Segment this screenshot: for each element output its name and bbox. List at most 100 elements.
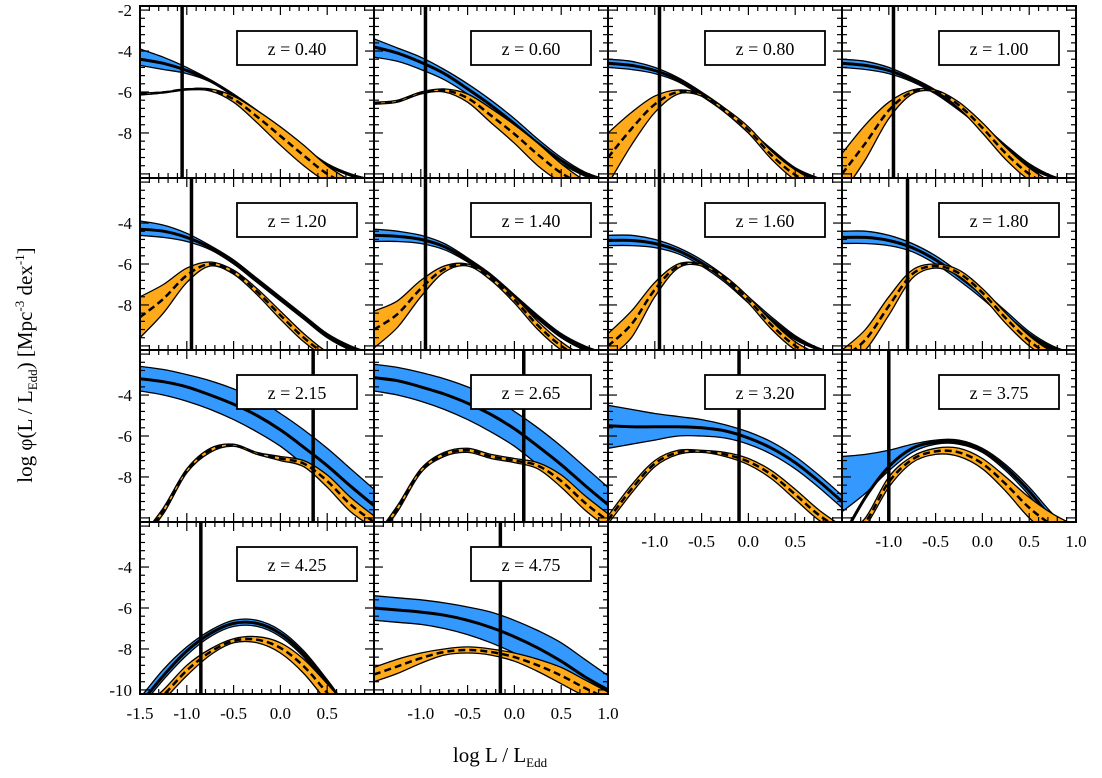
x-tick-label: 0.5 bbox=[551, 704, 572, 723]
panel-4: z = 1.00 bbox=[841, 5, 1077, 179]
panel-13: z = 4.25 bbox=[139, 521, 375, 695]
redshift-label: z = 2.15 bbox=[268, 383, 327, 403]
y-tick-label: -6 bbox=[118, 599, 132, 618]
x-axis-title: log L / LEdd bbox=[453, 743, 548, 770]
tick-labels: -2 -4 -6 -8 -4 -6 -8 -4 -6 -8 -4 -6 -8 -10 -1.5 -1.0 -0.… bbox=[109, 1, 1086, 723]
panel-8: z = 1.80 bbox=[841, 177, 1077, 351]
redshift-label: z = 3.75 bbox=[970, 383, 1029, 403]
y-tick-label: -4 bbox=[118, 214, 133, 233]
redshift-label-box bbox=[704, 374, 826, 410]
panel-2: z = 0.60 bbox=[373, 5, 609, 179]
y-tick-label: -4 bbox=[118, 42, 133, 61]
y-tick-label: -6 bbox=[118, 255, 132, 274]
redshift-label-box bbox=[236, 374, 358, 410]
redshift-label: z = 1.00 bbox=[970, 39, 1029, 59]
panel-plot-area bbox=[374, 178, 598, 350]
panel-11: z = 3.20 bbox=[607, 349, 843, 523]
x-tick-label: 0.0 bbox=[504, 704, 525, 723]
redshift-label: z = 1.20 bbox=[268, 211, 327, 231]
component-best-fit-line bbox=[374, 263, 570, 350]
component-best-fit-line bbox=[608, 90, 803, 178]
x-tick-label: -1.0 bbox=[407, 704, 434, 723]
redshift-label-box bbox=[470, 546, 592, 582]
panel-frame bbox=[373, 521, 609, 695]
x-tick-label: 0.0 bbox=[972, 532, 993, 551]
component-best-fit-line bbox=[851, 264, 1045, 350]
total-uncertainty-band bbox=[374, 363, 608, 522]
y-tick-label: -10 bbox=[109, 681, 132, 700]
redshift-label-box bbox=[704, 30, 826, 66]
component-best-fit-line bbox=[386, 449, 608, 522]
x-tick-label: 0.5 bbox=[785, 532, 806, 551]
total-best-fit-line bbox=[374, 376, 608, 506]
panel-plot-area bbox=[842, 6, 1062, 178]
total-best-fit-line bbox=[374, 606, 608, 692]
panel-plot-area bbox=[608, 6, 821, 178]
panel-12: z = 3.75 bbox=[841, 349, 1077, 523]
redshift-label-box bbox=[938, 374, 1060, 410]
redshift-label-box bbox=[938, 202, 1060, 238]
x-tick-label: 0.0 bbox=[270, 704, 291, 723]
total-best-fit-line bbox=[608, 424, 842, 503]
component-best-fit-line bbox=[863, 449, 1050, 522]
x-tick-label: -0.5 bbox=[922, 532, 949, 551]
total-best-fit-line bbox=[374, 45, 601, 178]
panel-6: z = 1.40 bbox=[373, 177, 609, 351]
panel-grid: z = 0.40 z = 0.60 z = 0.80 z = 1.00 z = 1.20… bbox=[139, 5, 1077, 695]
panel-7: z = 1.60 bbox=[607, 177, 843, 351]
redshift-label: z = 4.75 bbox=[502, 555, 561, 575]
redshift-label: z = 0.40 bbox=[268, 39, 327, 59]
redshift-label: z = 0.80 bbox=[736, 39, 795, 59]
component-best-fit-line bbox=[374, 648, 601, 694]
component-best-fit-line bbox=[842, 88, 1038, 178]
panel-plot-area bbox=[374, 350, 608, 522]
y-tick-label: -8 bbox=[118, 468, 132, 487]
component-uncertainty-band bbox=[158, 635, 337, 694]
x-tick-label: -1.0 bbox=[875, 532, 902, 551]
redshift-label: z = 1.40 bbox=[502, 211, 561, 231]
panel-5: z = 1.20 bbox=[139, 177, 375, 351]
redshift-label-box bbox=[938, 30, 1060, 66]
x-tick-label: 0.5 bbox=[1019, 532, 1040, 551]
x-tick-label: -1.0 bbox=[641, 532, 668, 551]
component-uncertainty-band bbox=[374, 646, 608, 694]
x-tick-label: 0.0 bbox=[738, 532, 759, 551]
x-tick-label: -0.5 bbox=[220, 704, 247, 723]
panel-plot-area bbox=[140, 350, 374, 522]
redshift-label: z = 2.65 bbox=[502, 383, 561, 403]
y-tick-label: -8 bbox=[118, 640, 132, 659]
panel-plot-area bbox=[842, 350, 1070, 522]
redshift-label: z = 1.60 bbox=[736, 211, 795, 231]
redshift-label-box bbox=[236, 546, 358, 582]
redshift-label-box bbox=[470, 202, 592, 238]
total-uncertainty-band bbox=[842, 58, 1062, 178]
redshift-label-box bbox=[704, 202, 826, 238]
component-best-fit-line bbox=[140, 262, 322, 350]
total-uncertainty-band bbox=[842, 230, 1066, 350]
panel-plot-area bbox=[374, 6, 604, 178]
x-tick-label: 1.0 bbox=[597, 704, 618, 723]
redshift-label-box bbox=[470, 30, 592, 66]
x-tick-label: -0.5 bbox=[454, 704, 481, 723]
redshift-label: z = 4.25 bbox=[268, 555, 327, 575]
total-best-fit-line bbox=[849, 439, 1059, 522]
panel-plot-area bbox=[608, 350, 842, 522]
component-best-fit-line bbox=[608, 262, 805, 350]
x-tick-label: -0.5 bbox=[688, 532, 715, 551]
panel-3: z = 0.80 bbox=[607, 5, 843, 179]
total-best-fit-line bbox=[140, 377, 374, 507]
x-tick-label: 1.0 bbox=[1065, 532, 1086, 551]
total-best-fit-line bbox=[842, 235, 1063, 350]
component-uncertainty-band bbox=[608, 448, 838, 522]
y-tick-label: -8 bbox=[118, 124, 132, 143]
component-uncertainty-band bbox=[140, 87, 348, 178]
redshift-label-box bbox=[236, 30, 358, 66]
y-tick-label: -4 bbox=[118, 558, 133, 577]
panel-plot-area bbox=[140, 6, 369, 178]
total-uncertainty-band bbox=[608, 404, 842, 509]
panel-10: z = 2.65 bbox=[373, 349, 609, 523]
component-uncertainty-band bbox=[374, 88, 583, 178]
y-axis-title: log φ(L / LEdd) [Mpc-3 dex-1] bbox=[12, 247, 40, 482]
component-best-fit-line bbox=[162, 637, 330, 694]
panel-plot-area bbox=[608, 178, 828, 350]
